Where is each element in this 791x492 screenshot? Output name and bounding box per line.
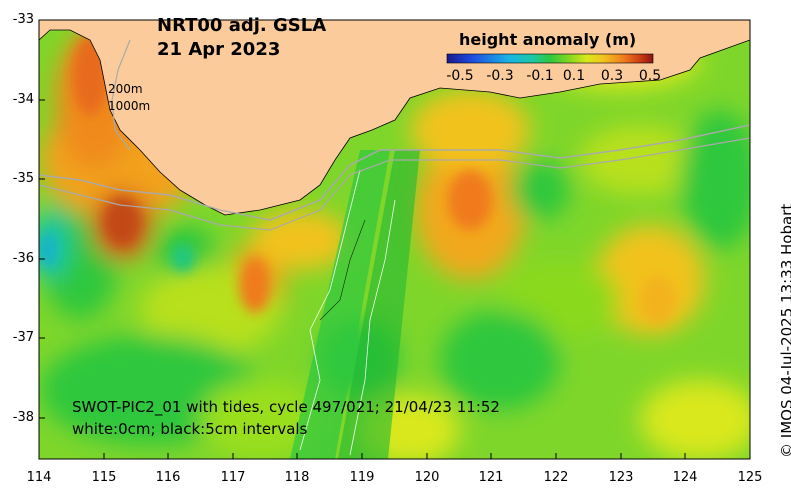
- contour-legend: white:0cm; black:5cm intervals: [72, 420, 308, 438]
- colorbar: [446, 53, 654, 64]
- x-tick-label: 121: [478, 470, 504, 485]
- x-tick-label: 119: [349, 470, 375, 485]
- colorbar-tick-label: -0.3: [486, 68, 514, 84]
- swot-caption: SWOT-PIC2_01 with tides, cycle 497/021; …: [72, 398, 500, 416]
- x-tick-label: 120: [414, 470, 440, 485]
- x-tick-label: 123: [608, 470, 634, 485]
- y-tick-label: -38: [12, 410, 34, 425]
- colorbar-ticks: -0.5 -0.3 -0.1 0.1 0.3 0.5: [440, 68, 665, 86]
- x-tick-label: 118: [284, 470, 310, 485]
- x-tick-label: 117: [220, 470, 246, 485]
- y-tick-label: -36: [12, 251, 34, 266]
- colorbar-tick-label: 0.1: [562, 68, 586, 84]
- colorbar-title: height anomaly (m): [459, 30, 637, 49]
- plot-frame: [38, 19, 751, 460]
- isobath-200m-label: 200m: [108, 82, 143, 96]
- x-tick-label: 125: [737, 470, 763, 485]
- isobath-1000m-label: 1000m: [108, 99, 151, 113]
- colorbar-tick-label: -0.1: [526, 68, 554, 84]
- isobath-200m: [39, 124, 750, 221]
- axis-ticks: [38, 19, 751, 459]
- colorbar-tick-label: -0.5: [446, 68, 474, 84]
- swot-swath: [290, 150, 390, 459]
- imos-credit: © IMOS 04-Jul-2025 13:33 Hobart: [778, 203, 791, 458]
- map-date: 21 Apr 2023: [157, 39, 281, 60]
- x-tick-label: 114: [26, 470, 52, 485]
- map-title: NRT00 adj. GSLA: [157, 15, 327, 36]
- isobath-1000m: [39, 137, 750, 231]
- y-tick-label: -33: [12, 12, 34, 27]
- coastline: [39, 29, 336, 216]
- x-tick-label: 124: [672, 470, 698, 485]
- y-tick-label: -35: [12, 171, 34, 186]
- y-tick-label: -37: [12, 330, 34, 345]
- map-plot-area: [39, 20, 750, 459]
- australia-landmass: [39, 20, 750, 215]
- x-tick-label: 122: [543, 470, 569, 485]
- y-tick-label: -34: [12, 92, 34, 107]
- x-tick-label: 116: [155, 470, 181, 485]
- colorbar-tick-label: 0.3: [600, 68, 624, 84]
- colorbar-tick-label: 0.5: [638, 68, 662, 84]
- x-tick-label: 115: [91, 470, 117, 485]
